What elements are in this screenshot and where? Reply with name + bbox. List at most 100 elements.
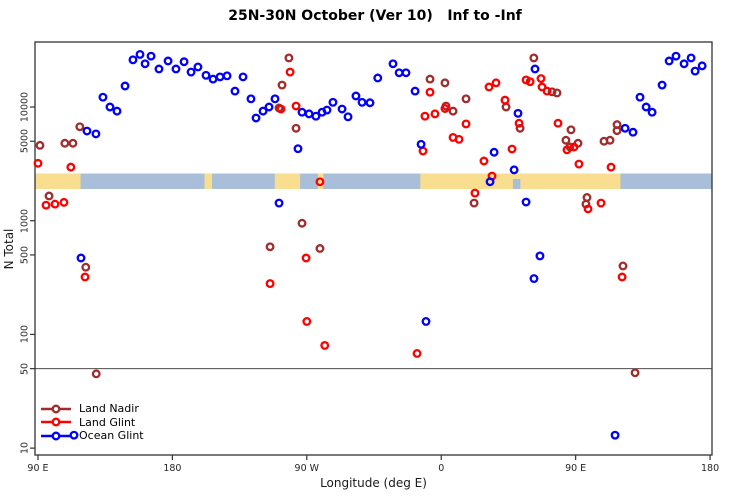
data-point-land-glint [440,104,450,113]
data-point-land-glint [80,272,90,282]
data-point-land-glint [470,188,480,198]
data-point-land-glint [66,162,76,172]
data-point-land-glint [525,77,535,87]
data-point-land-nadir [547,87,557,97]
data-point-land-glint [412,349,422,358]
data-point-land-nadir [448,106,458,116]
data-point-ocean-glint [215,72,225,82]
data-point-land-glint [454,134,464,144]
data-point-ocean-glint [641,102,651,112]
data-point-ocean-glint [135,49,145,59]
data-point-ocean-glint [154,64,164,74]
data-point-ocean-glint [357,97,367,107]
data-point-ocean-glint [186,67,196,77]
data-point-land-glint [569,142,579,152]
data-point-ocean-glint [328,97,338,107]
data-point-ocean-glint [98,92,108,102]
chart-title: 25N-30N October (Ver 10) Inf to -Inf [228,8,522,24]
data-point-ocean-glint [620,123,630,133]
data-point-ocean-glint [509,165,519,175]
legend-item-ocean-glint: Ocean Glint [41,429,144,443]
data-point-land-glint [59,197,69,207]
data-point-land-nadir [91,369,101,379]
data-point-land-nadir [618,261,628,271]
data-point-ocean-glint [388,59,398,69]
data-point-land-glint [301,253,311,263]
data-point-ocean-glint [193,62,203,72]
legend-marker-land-glint [41,417,71,427]
map-strip-ocean-dip [512,178,521,190]
data-point-land-glint [542,86,552,96]
data-point-land-nadir [605,135,615,145]
data-point-ocean-glint [373,73,383,83]
x-tick-label: 0 [438,463,445,474]
data-point-land-nadir [277,80,287,90]
data-point-ocean-glint [171,64,181,74]
data-point-land-nadir [44,191,54,201]
y-tick-label: 10 [19,442,31,455]
data-point-ocean-glint [297,107,307,117]
x-axis-label: Longitude (deg E) [320,476,427,490]
data-point-land-nadir [529,53,539,63]
data-point-land-glint [285,67,295,77]
data-point-ocean-glint [258,106,268,116]
data-point-ocean-glint [679,59,689,69]
data-point-land-nadir [60,138,70,148]
data-point-land-glint [50,199,60,209]
data-point-land-glint [617,272,627,282]
data-point-land-glint [484,82,494,92]
data-point-ocean-glint [529,274,539,283]
y-tick-label: 10000 [19,91,31,123]
data-point-land-glint [302,317,312,326]
y-tick-label: 5000 [19,129,31,154]
x-tick-label: 180 [163,463,182,474]
map-strip-land [274,173,301,190]
data-point-ocean-glint [140,59,150,69]
data-point-land-glint [491,78,501,88]
data-point-land-nadir [469,198,479,208]
legend-label-land-glint: Land Glint [79,415,136,429]
data-point-land-glint [507,144,517,154]
data-point-land-nadir [81,262,91,272]
y-tick-label: 100 [19,325,31,344]
data-point-ocean-glint [246,94,256,104]
data-point-land-glint [596,198,606,208]
data-point-ocean-glint [628,127,638,137]
data-point-ocean-glint [201,70,211,80]
x-tick-label: 90 W [294,463,320,474]
data-point-land-nadir [75,122,85,132]
data-point-land-glint [41,200,51,210]
data-point-ocean-glint [530,64,540,74]
data-point-land-glint [461,119,471,129]
data-point-land-glint [276,104,286,114]
legend: Land Nadir Land Glint Ocean Glint [41,402,144,443]
data-point-land-glint [320,340,330,350]
data-point-land-glint [553,118,563,128]
data-point-land-nadir [612,126,622,136]
data-point-ocean-glint [322,105,332,115]
data-point-land-glint [265,279,275,289]
data-point-land-nadir [291,123,301,133]
data-point-land-glint [514,118,524,128]
data-point-ocean-glint [120,81,130,91]
data-point-ocean-glint [293,144,303,154]
data-point-ocean-glint [610,430,620,440]
data-point-ocean-glint [421,317,431,326]
data-point-ocean-glint [230,86,240,96]
data-point-ocean-glint [105,102,115,112]
data-point-ocean-glint [401,68,411,78]
data-point-ocean-glint [394,68,404,78]
map-strip-land [35,173,81,190]
data-point-land-nadir [566,125,576,135]
data-point-ocean-glint [513,108,523,118]
data-point-ocean-glint [410,86,420,96]
data-point-ocean-glint [91,129,101,139]
data-point-ocean-glint [82,126,92,136]
x-tick-label: 180 [700,463,720,474]
y-axis-label: N Total [2,228,16,270]
x-tick-label: 90 E [27,463,49,474]
data-point-ocean-glint [238,72,248,82]
data-point-land-nadir [561,135,571,145]
data-point-land-nadir [265,242,275,252]
